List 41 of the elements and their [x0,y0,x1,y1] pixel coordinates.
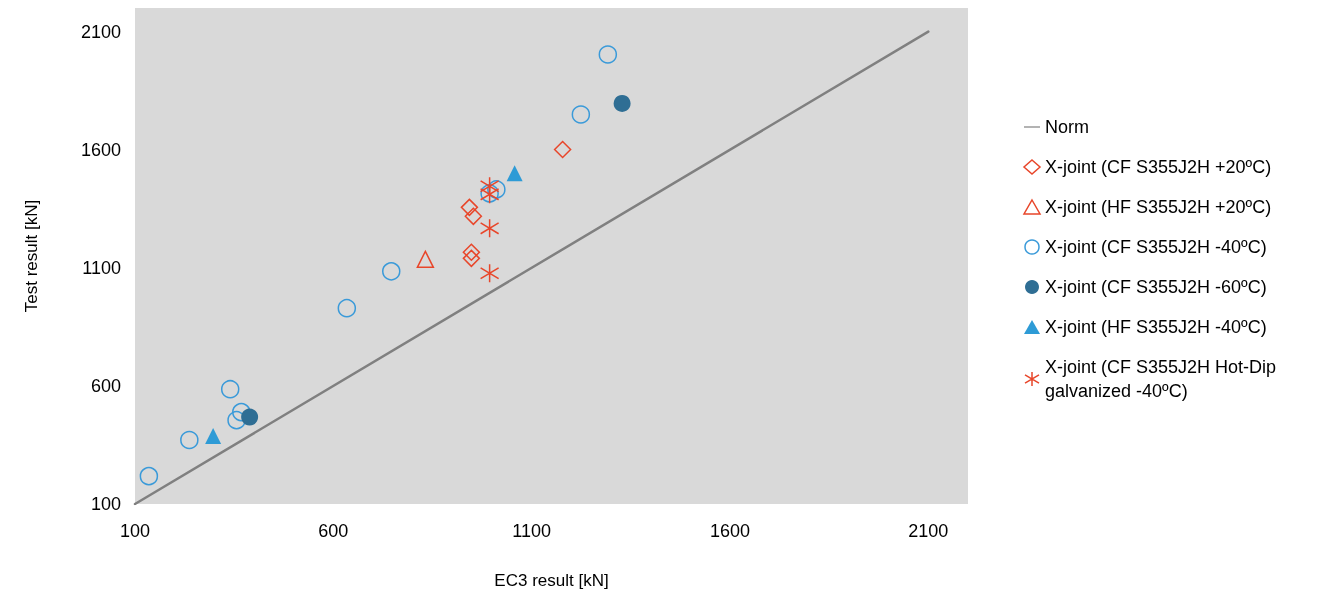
point [232,402,251,422]
point [220,379,240,399]
point [571,105,591,124]
point [479,263,500,283]
legend-label: Norm [1045,117,1089,137]
point [462,243,481,261]
legend-label: X-joint (HF S355J2H -40ºC) [1045,317,1267,337]
legend-label: X-joint (CF S355J2H -40ºC) [1045,237,1267,257]
point [487,180,506,199]
point [416,250,435,269]
x-tick-label: 100 [119,521,151,541]
legend-label: X-joint (CF S355J2H Hot-Dip galvanized -40ºC) [1045,357,1282,401]
x-tick-label: 600 [318,521,349,541]
point [227,410,246,430]
x-tick-label: 1100 [512,521,552,541]
point [613,94,631,112]
y-axis-title: Test result [kN] [22,199,41,313]
point [460,198,479,217]
point [462,249,481,268]
y-tick-label: 1100 [82,257,121,278]
x-axis-title: EC3 result [kN] [494,571,609,590]
x-tick-label: 1600 [709,521,751,541]
point [464,207,483,226]
point [139,466,159,486]
legend-label: X-joint (CF S355J2H -60ºC) [1045,277,1267,297]
y-tick-label: 600 [90,375,121,396]
point [180,430,199,450]
point [337,298,357,318]
y-tick-label: 2100 [80,21,121,42]
point [241,408,259,426]
legend-label: X-joint (CF S355J2H +20ºC) [1045,157,1272,177]
point [598,45,618,64]
point [205,427,222,444]
point [553,140,572,159]
legend-label: X-joint (HF S355J2H +20ºC) [1045,197,1272,217]
y-tick-label: 100 [90,494,121,514]
point [506,165,523,182]
x-tick-label: 2100 [908,521,949,541]
point [479,218,500,239]
point [382,262,401,281]
y-tick-label: 1600 [80,139,121,160]
